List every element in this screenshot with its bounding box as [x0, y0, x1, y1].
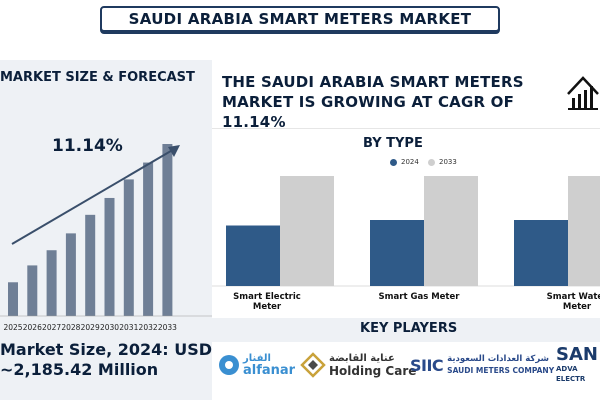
- forecast-bar-2032: [143, 162, 154, 316]
- holding-care-mark-icon: [300, 352, 326, 378]
- market-size-chart: 2025 2026 2027 2028 2029 2030 2031 2032 2033: [0, 144, 212, 332]
- forecast-bar-2028: [65, 233, 76, 316]
- holding-care-name: Holding Care: [329, 364, 417, 378]
- market-size-heading: MARKET SIZE & FORECAST: [0, 70, 195, 85]
- cagr-annotation: 11.14%: [52, 136, 123, 156]
- forecast-bar-2025: [8, 282, 18, 316]
- market-size-label: Market Size, 2024: USD: [0, 340, 213, 359]
- category-label-gas: Smart Gas Meter: [378, 292, 460, 302]
- legend-label-2033: 2033: [439, 158, 457, 166]
- forecast-tick-2028: 2028: [61, 323, 80, 332]
- forecast-bar-2029: [85, 214, 96, 316]
- key-players-bar: [212, 318, 600, 342]
- advanced-electronics-sub: ADVA ELECTR: [556, 365, 586, 383]
- saudi-meters-name: SAUDI METERS COMPANY: [447, 366, 555, 375]
- holding-care-arabic: عناية القابضة: [329, 353, 395, 364]
- bar-2033-1: [424, 176, 478, 286]
- house-chart-icon: [567, 76, 599, 110]
- forecast-bar-2031: [123, 179, 134, 316]
- market-size-value: ~2,185.42 Million: [0, 360, 159, 379]
- legend-swatch-2033: [428, 158, 435, 166]
- bar-2033-2: [568, 176, 600, 286]
- legend-swatch-2024: [390, 158, 397, 166]
- by-type-chart: [212, 176, 600, 287]
- advanced-electronics-logo: SAN ADVA ELECTR: [556, 344, 600, 384]
- headline-text: THE SAUDI ARABIA SMART METERS MARKET IS …: [222, 73, 524, 131]
- bar-2024-0: [226, 225, 280, 286]
- saudi-meters-mark: SIIC: [410, 355, 444, 375]
- alfanar-logo: الفنار alfanar: [218, 348, 295, 382]
- category-label-electric: Smart Electric Meter: [233, 292, 301, 312]
- alfanar-name: alfanar: [243, 363, 296, 378]
- alfanar-mark-icon: [219, 355, 239, 375]
- forecast-tick-2025: 2025: [3, 323, 22, 332]
- page-title: SAUDI ARABIA SMART METERS MARKET: [128, 10, 472, 28]
- key-players-title: KEY PLAYERS: [360, 321, 458, 336]
- bar-2033-0: [280, 176, 334, 286]
- forecast-tick-2033: 2033: [158, 323, 177, 332]
- forecast-tick-2032: 2032: [139, 323, 158, 332]
- trend-arrow-head-icon: [168, 145, 180, 157]
- forecast-tick-2029: 2029: [81, 323, 100, 332]
- holding-care-logo: عناية القابضة Holding Care: [300, 348, 416, 382]
- forecast-bar-2030: [104, 197, 115, 316]
- advanced-electronics-mark: SAN: [556, 344, 598, 365]
- alfanar-arabic: الفنار: [243, 353, 271, 364]
- forecast-tick-2030: 2030: [100, 323, 119, 332]
- legend-label-2024: 2024: [401, 158, 419, 166]
- forecast-bar-2033: [162, 144, 173, 316]
- bar-2024-1: [370, 220, 424, 286]
- bar-2024-2: [514, 220, 568, 286]
- title-bar: SAUDI ARABIA SMART METERS MARKET: [100, 6, 500, 32]
- legend-item-2024: 2024: [390, 158, 419, 166]
- forecast-tick-2031: 2031: [119, 323, 138, 332]
- forecast-tick-2027: 2027: [42, 323, 61, 332]
- forecast-tick-2026: 2026: [23, 323, 42, 332]
- saudi-meters-logo: SIIC شركة العدادات السعودية SAUDI METERS…: [410, 348, 554, 382]
- forecast-bar-2026: [27, 265, 38, 316]
- saudi-meters-arabic: شركة العدادات السعودية: [447, 354, 549, 364]
- trend-arrow-line: [11, 147, 177, 245]
- by-type-title: BY TYPE: [363, 136, 423, 151]
- legend-item-2033: 2033: [428, 158, 457, 166]
- category-label-water: Smart Water Meter: [546, 292, 600, 312]
- forecast-bar-2027: [46, 250, 57, 316]
